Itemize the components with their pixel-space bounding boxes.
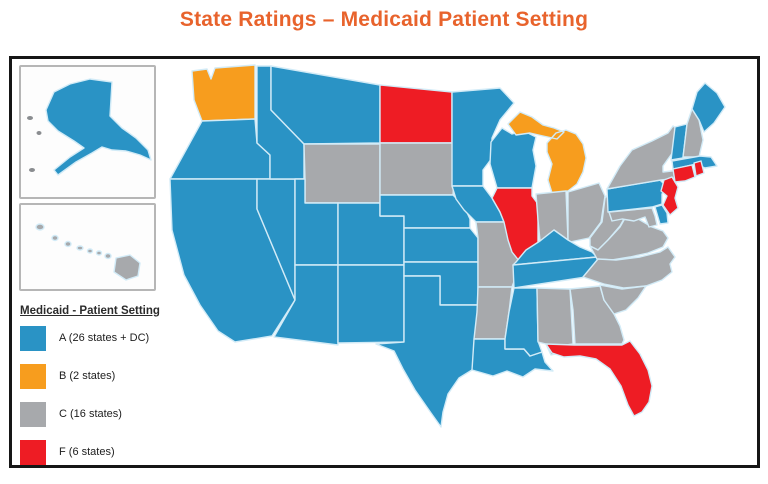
state-or <box>169 118 271 180</box>
us-choropleth-map <box>27 64 726 428</box>
state-ak <box>45 78 152 176</box>
state-nm <box>337 264 405 344</box>
state-wi <box>489 127 537 189</box>
grade-b-swatch-icon <box>20 363 46 389</box>
state-sd <box>379 142 457 196</box>
state-ri <box>693 160 705 177</box>
legend-item-f: F (6 states) <box>20 439 190 465</box>
state-sc <box>599 284 647 315</box>
state-ks <box>403 227 479 263</box>
legend-label-b: B (2 states) <box>59 370 116 382</box>
state-va <box>589 212 669 261</box>
state-hi <box>35 223 141 281</box>
grade-c-swatch-icon <box>20 401 46 427</box>
state-wy <box>303 143 381 204</box>
state-me <box>691 82 726 133</box>
legend-item-b: B (2 states) <box>20 363 190 389</box>
map-panel: Medicaid - Patient Setting A (26 states … <box>9 56 760 468</box>
legend-label-a: A (26 states + DC) <box>59 332 150 344</box>
alaska-islands-icon <box>27 116 42 172</box>
page-title: State Ratings – Medicaid Patient Setting <box>179 8 589 31</box>
map-legend: Medicaid - Patient Setting A (26 states … <box>20 305 190 477</box>
legend-label-f: F (6 states) <box>59 446 115 458</box>
legend-item-c: C (16 states) <box>20 401 190 427</box>
legend-label-c: C (16 states) <box>59 408 122 420</box>
state-ct <box>672 164 696 183</box>
state-nd <box>379 84 453 144</box>
legend-title: Medicaid - Patient Setting <box>20 305 160 317</box>
grade-a-swatch-icon <box>20 325 46 351</box>
state-md <box>608 207 658 228</box>
state-az <box>273 264 339 346</box>
state-mi <box>507 111 587 194</box>
state-de <box>654 204 669 225</box>
state-wa <box>191 64 256 122</box>
legend-item-a: A (26 states + DC) <box>20 325 190 351</box>
grade-f-swatch-icon <box>20 439 46 465</box>
state-tx <box>375 275 479 428</box>
state-fl <box>545 340 653 417</box>
state-vt <box>670 123 688 161</box>
